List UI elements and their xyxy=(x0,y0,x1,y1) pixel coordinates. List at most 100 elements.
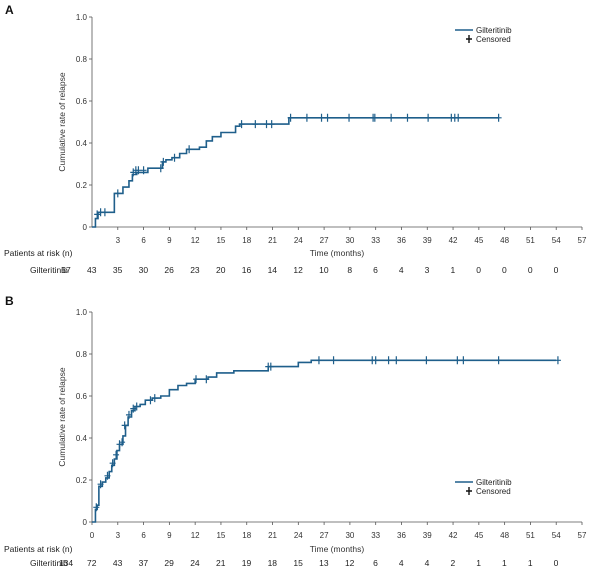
panel-a-risk-value: 8 xyxy=(347,265,352,275)
panel-b-risk-value: 1 xyxy=(476,558,481,568)
panel-b-censor-mark xyxy=(193,375,200,384)
panel-a-risk-value: 35 xyxy=(113,265,123,275)
panel-a-censor-mark xyxy=(287,113,294,122)
panel-b-x-tick-label: 24 xyxy=(294,531,303,540)
panel-b-x-tick-label: 18 xyxy=(242,531,251,540)
panel-a-x-tick-label: 24 xyxy=(294,236,303,245)
panel-b-censor-mark xyxy=(93,503,100,512)
panel-b-y-tick-label: 0.2 xyxy=(76,476,88,485)
panel-b-risk-title: Patients at risk (n) xyxy=(4,544,73,554)
panel-a-censor-mark xyxy=(268,120,275,129)
panel-b-x-tick-label: 48 xyxy=(500,531,509,540)
panel-a-censor-mark xyxy=(252,120,259,129)
panel-a-risk-value: 43 xyxy=(87,265,97,275)
panel-b-risk-value: 12 xyxy=(345,558,355,568)
panel-b-series-line xyxy=(92,359,557,523)
panel-b-censor-mark xyxy=(372,356,379,365)
panel-b-censor-mark xyxy=(97,480,104,489)
panel-a-risk-value: 20 xyxy=(216,265,226,275)
panel-a-x-tick-label: 15 xyxy=(216,236,225,245)
panel-b-censor-mark xyxy=(130,404,137,413)
panel-a-censor-mark xyxy=(238,120,245,129)
panel-b-risk-value: 29 xyxy=(164,558,174,568)
panel-a-risk-value: 0 xyxy=(476,265,481,275)
panel-a-censor-mark xyxy=(157,164,164,173)
panel-a-x-tick-label: 33 xyxy=(371,236,380,245)
panel-b-x-tick-label: 6 xyxy=(141,531,146,540)
panel-b-censor-mark xyxy=(104,471,111,480)
panel-b-risk-value: 13 xyxy=(319,558,329,568)
panel-a-series-line xyxy=(92,117,499,228)
panel-a-risk-value: 14 xyxy=(268,265,278,275)
panel-a-censor-mark xyxy=(388,113,395,122)
panel-a-risk-title: Patients at risk (n) xyxy=(4,248,73,258)
panel-b-legend-series-label: Gilteritinib xyxy=(476,478,512,487)
panel-b-x-tick-label: 54 xyxy=(552,531,561,540)
panel-a-censor-mark xyxy=(371,113,378,122)
panel-b-risk-value: 0 xyxy=(554,558,559,568)
panel-a-risk-value: 26 xyxy=(164,265,174,275)
panel-b-censor-mark xyxy=(393,356,400,365)
panel-b-y-tick-label: 0.8 xyxy=(76,350,88,359)
panel-a-risk-value: 16 xyxy=(242,265,252,275)
panel-a-censor-mark xyxy=(346,113,353,122)
panel-b-censor-mark xyxy=(460,356,467,365)
panel-a-risk-value: 0 xyxy=(502,265,507,275)
panel-a-x-tick-label: 48 xyxy=(500,236,509,245)
panel-a-risk-row-label: Gilteritinib xyxy=(30,265,68,275)
panel-b-risk-value: 72 xyxy=(87,558,97,568)
panel-b-censor-mark xyxy=(454,356,461,365)
panel-b-x-tick-label: 21 xyxy=(268,531,277,540)
panel-b-legend-censored-label: Censored xyxy=(476,487,511,496)
panel-b-risk-value: 18 xyxy=(268,558,278,568)
panel-a-risk-value: 12 xyxy=(293,265,303,275)
panel-a-risk-value: 1 xyxy=(450,265,455,275)
panel-a-censor-mark xyxy=(495,113,502,122)
panel-a-x-tick-label: 30 xyxy=(345,236,354,245)
panel-b-x-tick-label: 39 xyxy=(423,531,432,540)
panel-b-x-tick-label: 42 xyxy=(449,531,458,540)
panel-b-x-tick-label: 36 xyxy=(397,531,406,540)
panel-a-x-tick-label: 42 xyxy=(449,236,458,245)
panel-b-y-tick-label: 0 xyxy=(83,518,88,527)
panel-b-risk-value: 2 xyxy=(450,558,455,568)
panel-a-x-tick-label: 9 xyxy=(167,236,172,245)
panel-a-censor-mark xyxy=(101,208,108,217)
panel-b-x-tick-label: 12 xyxy=(191,531,200,540)
panel-b-censor-mark xyxy=(385,356,392,365)
panel-a-risk-value: 23 xyxy=(190,265,200,275)
panel-b-x-axis-title: Time (months) xyxy=(310,544,365,554)
panel-a-x-tick-label: 54 xyxy=(552,236,561,245)
panel-b-censor-mark xyxy=(554,356,561,365)
panel-a-x-tick-label: 18 xyxy=(242,236,251,245)
panel-a-y-tick-label: 0.4 xyxy=(76,139,88,148)
panel-a-censor-mark xyxy=(94,210,101,219)
panel-a-risk-value: 0 xyxy=(554,265,559,275)
panel-a-y-tick-label: 1.0 xyxy=(76,13,88,22)
panel-b-y-tick-label: 0.4 xyxy=(76,434,88,443)
panel-a-x-tick-label: 45 xyxy=(474,236,483,245)
panel-b-censor-mark xyxy=(315,356,322,365)
panel-a-x-tick-label: 27 xyxy=(320,236,329,245)
panel-b-x-tick-label: 45 xyxy=(474,531,483,540)
panel-b-risk-value: 19 xyxy=(242,558,252,568)
panel-a-y-tick-label: 0.8 xyxy=(76,55,88,64)
panel-a-legend-censor-icon xyxy=(466,35,472,43)
panel-a-censor-mark xyxy=(171,153,178,162)
panel-a-y-tick-label: 0.2 xyxy=(76,181,88,190)
panel-a-censor-mark xyxy=(140,166,147,175)
panel-b-risk-value: 24 xyxy=(190,558,200,568)
panel-a-censor-mark xyxy=(404,113,411,122)
panel-b-censor-mark xyxy=(121,421,128,430)
panel-b-risk-row-label: Gilteritinib xyxy=(30,558,68,568)
panel-b-y-tick-label: 1.0 xyxy=(76,308,88,317)
panel-b-censor-mark xyxy=(423,356,430,365)
panel-a-x-tick-label: 21 xyxy=(268,236,277,245)
panel-b-censor-mark xyxy=(119,438,126,447)
panel-a-risk-value: 30 xyxy=(139,265,149,275)
panel-b-x-tick-label: 15 xyxy=(216,531,225,540)
panel-b-risk-value: 37 xyxy=(139,558,149,568)
panel-b-censor-mark xyxy=(133,402,140,411)
panel-a-censor-mark xyxy=(455,113,462,122)
